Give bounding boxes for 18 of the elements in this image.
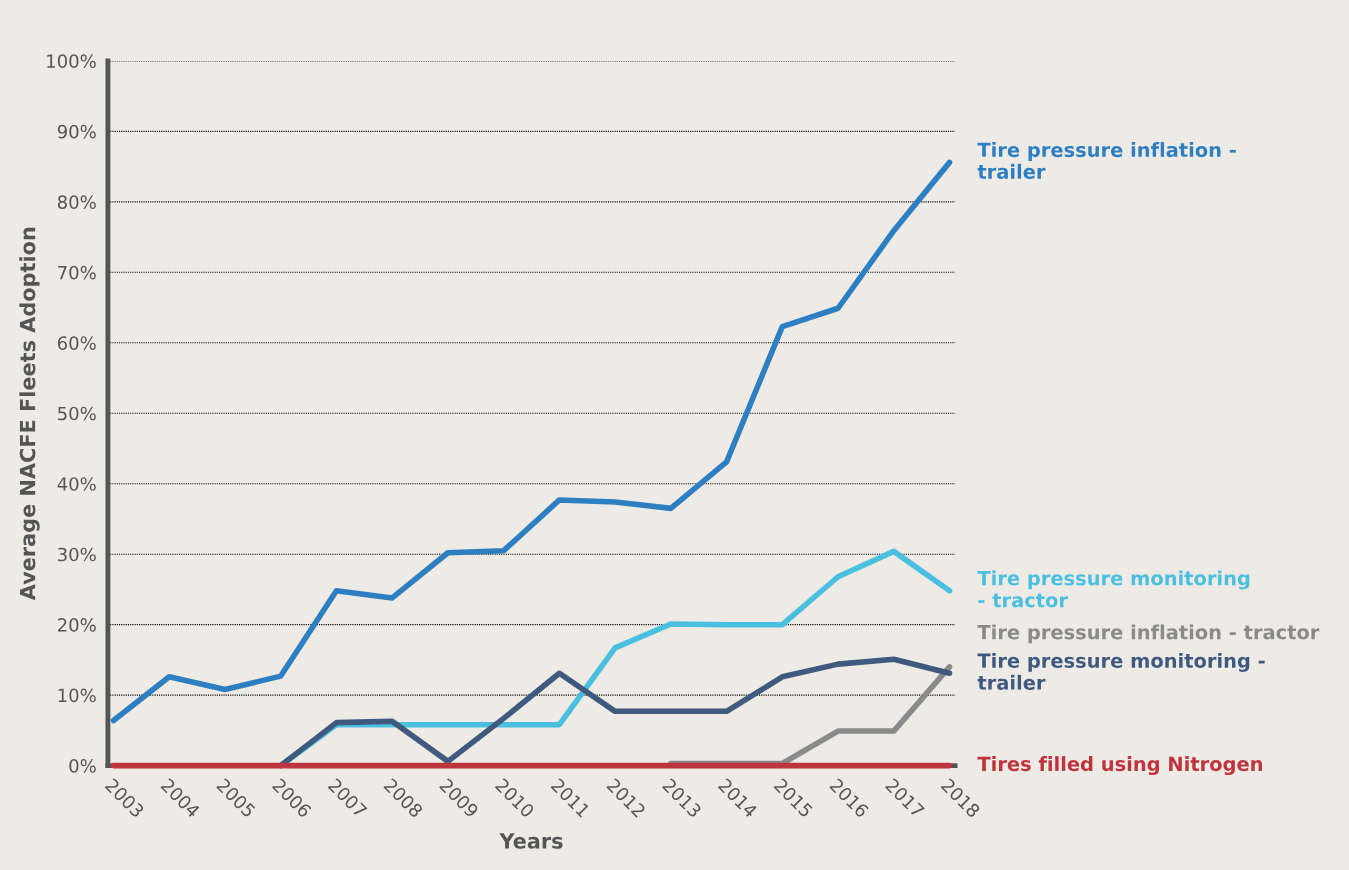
y-tick-label: 50% <box>58 406 96 421</box>
series-label: Tire pressure monitoring - trailer <box>977 652 1265 690</box>
series-label: Tires filled using Nitrogen <box>977 756 1262 776</box>
y-tick-label: 0% <box>69 759 96 773</box>
y-tick-label: 20% <box>58 618 96 632</box>
y-axis-title: Average NACFE Fleets Adoption <box>19 227 40 601</box>
series-label: Tire pressure monitoring - tractor <box>977 570 1250 608</box>
y-tick-label: 60% <box>57 336 96 350</box>
y-tick-label: 100% <box>47 54 96 69</box>
x-axis-title: Years <box>499 833 563 849</box>
y-tick-label: 40% <box>57 477 96 491</box>
y-tick-label: 30% <box>58 547 96 562</box>
series-label: Tire pressure inflation - tractor <box>977 624 1320 644</box>
y-tick-label: 90% <box>57 124 96 139</box>
y-tick-label: 70% <box>58 265 96 280</box>
y-tick-label: 80% <box>57 195 96 209</box>
series-label: Tire pressure inflation - trailer <box>977 142 1236 179</box>
y-tick-label: 10% <box>58 688 96 703</box>
